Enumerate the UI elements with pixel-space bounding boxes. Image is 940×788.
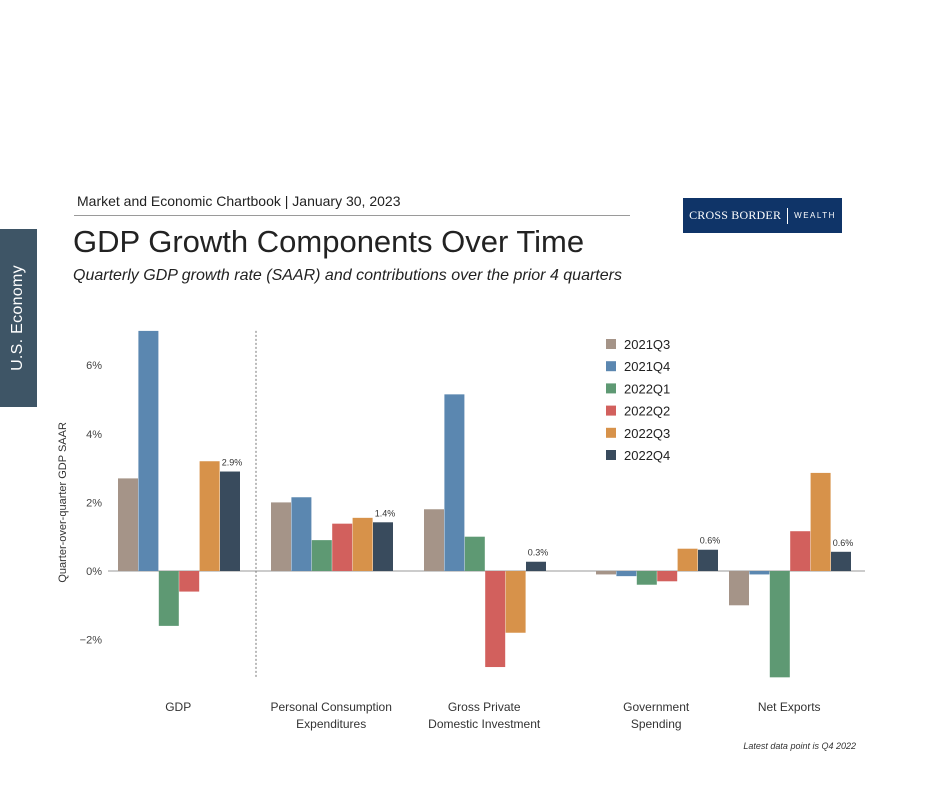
y-tick-label: 6% (86, 360, 102, 372)
bar-2022q1-4 (769, 571, 790, 678)
legend-label: 2022Q2 (624, 404, 670, 419)
bar-2021q3-2 (424, 509, 444, 571)
data-label: 0.6% (833, 538, 854, 548)
data-label: 2.9% (222, 458, 243, 468)
bar-2022q1-3 (636, 571, 657, 585)
bar-2022q2-1 (332, 523, 353, 571)
page-subtitle: Quarterly GDP growth rate (SAAR) and con… (73, 267, 622, 284)
legend-label: 2021Q4 (624, 359, 670, 374)
legend-label: 2021Q3 (624, 337, 670, 352)
bar-2021q4-4 (749, 571, 770, 575)
y-tick-label: 4% (86, 429, 102, 441)
bar-2022q4-3 (698, 549, 718, 571)
side-tab (0, 229, 37, 407)
y-tick-label: −2% (80, 635, 103, 647)
bar-2022q4-0 (220, 471, 240, 571)
bar-2022q3-3 (677, 548, 698, 571)
bar-2022q1-1 (311, 540, 332, 571)
category-label: Gross Private (448, 700, 521, 714)
category-label: Government (623, 700, 690, 714)
y-tick-label: 2% (86, 497, 102, 509)
category-label: Net Exports (758, 700, 821, 714)
logo-divider (787, 207, 789, 224)
y-tick-label: 0% (86, 566, 102, 578)
legend-label: 2022Q1 (624, 381, 670, 396)
category-label: Expenditures (296, 717, 366, 731)
category-label: GDP (165, 700, 191, 714)
data-label: 0.6% (700, 536, 721, 546)
bar-2022q2-0 (179, 571, 200, 592)
legend-label: 2022Q4 (624, 448, 670, 463)
chartbook-subheader: Market and Economic Chartbook | January … (77, 193, 401, 209)
legend-swatch (606, 361, 616, 372)
bar-2022q1-2 (464, 536, 485, 571)
subheader-divider (74, 215, 630, 216)
bar-2021q3-0 (118, 478, 138, 571)
bar-2021q3-4 (729, 571, 749, 606)
category-label: Personal Consumption (270, 700, 391, 714)
category-label: Domestic Investment (428, 717, 541, 731)
legend-swatch (606, 427, 616, 438)
cross-border-wealth-logo: CROSS BORDER WEALTH (683, 198, 842, 233)
bar-2021q4-3 (616, 571, 637, 577)
legend-swatch (606, 405, 616, 416)
data-label: 0.3% (528, 548, 549, 558)
bar-2021q4-1 (291, 497, 312, 571)
bar-2021q4-2 (444, 394, 465, 571)
category-label: Spending (631, 717, 682, 731)
bar-2022q1-0 (158, 571, 179, 626)
bar-2022q3-0 (199, 461, 220, 571)
legend-label: 2022Q3 (624, 426, 670, 441)
bar-2022q3-2 (505, 571, 526, 633)
bar-2022q2-2 (485, 571, 506, 668)
logo-sub-text: WEALTH (794, 211, 836, 220)
footnote: Latest data point is Q4 2022 (743, 741, 856, 751)
bar-2022q4-4 (831, 551, 851, 571)
bar-2022q3-1 (352, 517, 373, 571)
bar-2021q3-1 (271, 502, 291, 571)
bar-2021q3-3 (596, 571, 616, 575)
bar-2022q4-1 (373, 522, 393, 571)
y-axis-title: Quarter-over-quarter GDP SAAR (57, 422, 69, 583)
legend-swatch (606, 383, 616, 394)
legend-swatch (606, 339, 616, 349)
bar-2022q4-2 (526, 561, 546, 571)
page-title: GDP Growth Components Over Time (73, 224, 585, 259)
legend-swatch (606, 450, 616, 460)
logo-main-text: CROSS BORDER (689, 208, 782, 222)
bar-2022q2-4 (790, 531, 811, 571)
bar-2022q3-4 (810, 472, 831, 571)
data-label: 1.4% (375, 508, 396, 518)
bar-2022q2-3 (657, 571, 678, 582)
bar-2021q4-0 (138, 330, 159, 571)
